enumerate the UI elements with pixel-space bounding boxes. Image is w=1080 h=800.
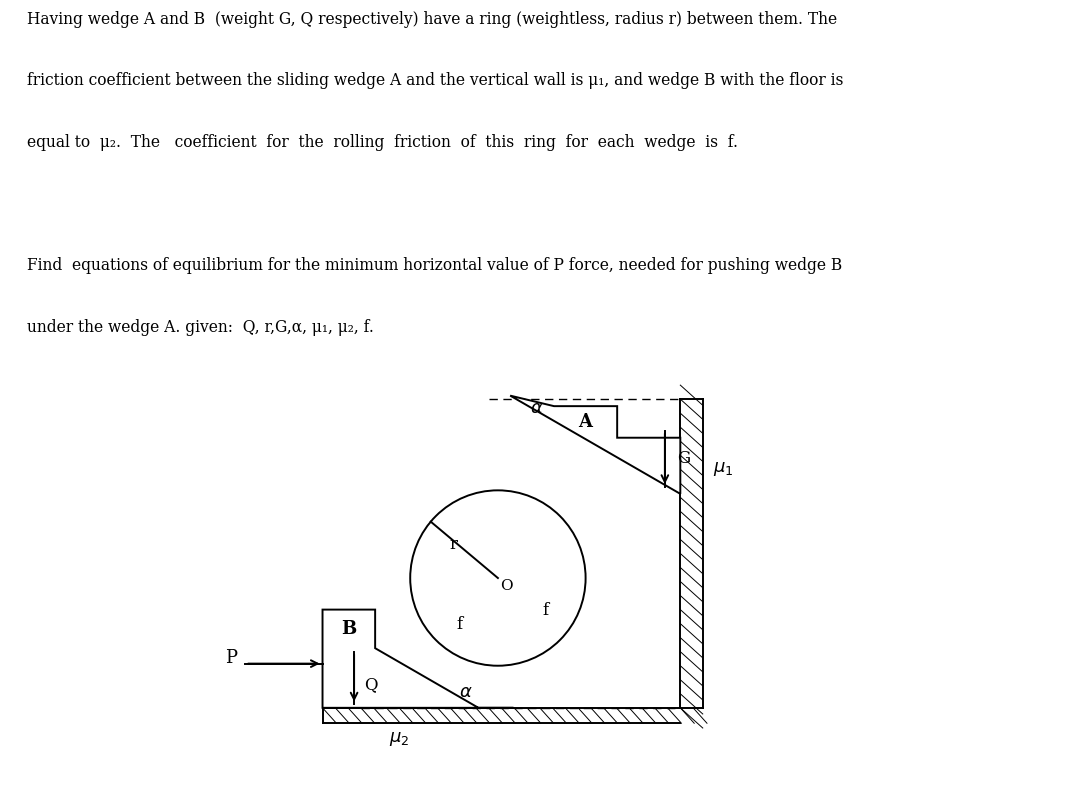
Text: $\alpha$: $\alpha$ — [530, 399, 543, 418]
Text: Having wedge A and B  (weight G, Q respectively) have a ring (weightless, radius: Having wedge A and B (weight G, Q respec… — [27, 10, 837, 27]
Text: $\mu_1$: $\mu_1$ — [713, 460, 733, 478]
Text: B: B — [341, 620, 356, 638]
Polygon shape — [323, 610, 513, 708]
Text: O: O — [500, 579, 513, 594]
Text: A: A — [579, 413, 593, 431]
Text: P: P — [225, 649, 237, 667]
Text: under the wedge A. given:  Q, r,G,α, μ₁, μ₂, f.: under the wedge A. given: Q, r,G,α, μ₁, … — [27, 318, 374, 335]
Text: r: r — [449, 536, 458, 553]
Text: equal to  μ₂.  The   coefficient  for  the  rolling  friction  of  this  ring  f: equal to μ₂. The coefficient for the rol… — [27, 134, 738, 150]
Text: Find  equations of equilibrium for the minimum horizontal value of P force, need: Find equations of equilibrium for the mi… — [27, 257, 842, 274]
Text: $\alpha$: $\alpha$ — [459, 683, 473, 702]
Polygon shape — [510, 396, 680, 494]
Circle shape — [410, 490, 585, 666]
Text: f: f — [457, 616, 463, 634]
Text: Q: Q — [365, 677, 378, 694]
Text: $\mu_2$: $\mu_2$ — [390, 730, 410, 748]
Text: f: f — [543, 602, 549, 619]
Text: G: G — [677, 450, 690, 467]
Text: friction coefficient between the sliding wedge A and the vertical wall is μ₁, an: friction coefficient between the sliding… — [27, 72, 843, 89]
